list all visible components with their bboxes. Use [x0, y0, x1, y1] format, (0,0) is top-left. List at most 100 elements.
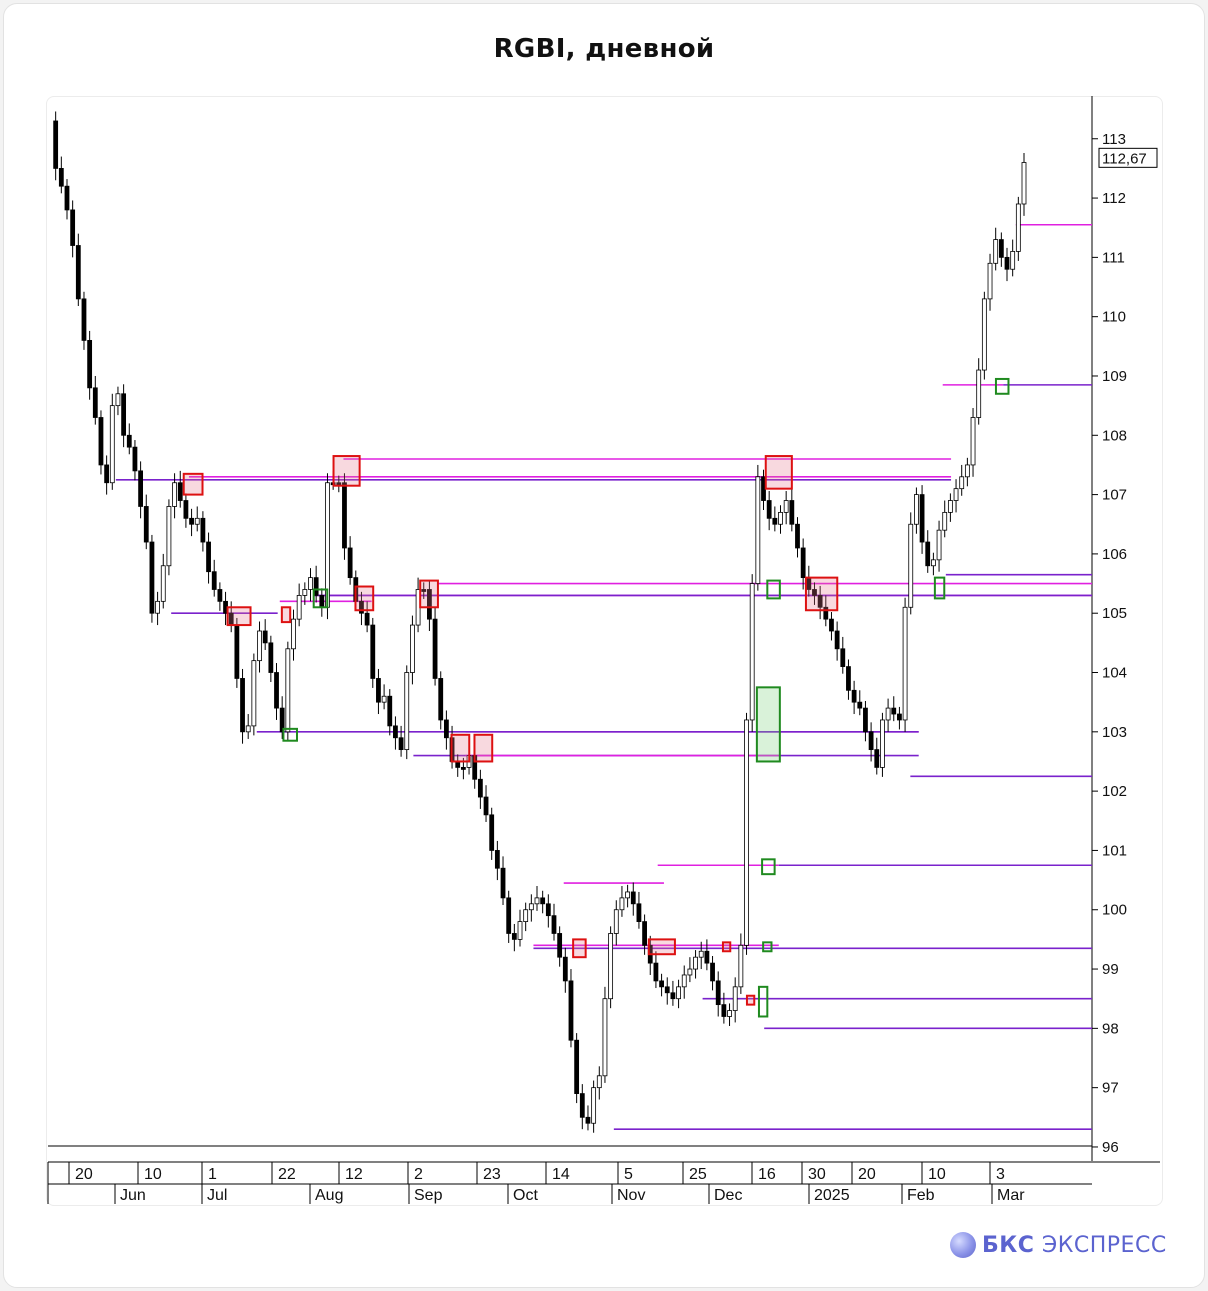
y-tick-label: 99	[1102, 961, 1119, 978]
candle-up	[285, 648, 291, 733]
candle-up	[755, 476, 761, 584]
y-tick-label: 105	[1102, 605, 1127, 622]
x-day-tick-label: 3	[996, 1166, 1005, 1183]
candle-up	[155, 600, 160, 614]
candle-down	[398, 737, 404, 751]
candle-up	[517, 921, 523, 940]
candle-down	[715, 980, 721, 1006]
candle-down	[189, 517, 194, 525]
candle-down	[795, 523, 800, 549]
candle-down	[427, 589, 432, 620]
candle-down	[834, 630, 840, 650]
candle-down	[104, 464, 110, 484]
x-day-tick-label: 14	[552, 1166, 570, 1183]
candle-down	[240, 678, 245, 733]
candle-down	[279, 707, 285, 733]
x-month-tick-label: Jul	[207, 1187, 227, 1204]
candle-down	[217, 589, 223, 602]
candle-down	[551, 915, 557, 934]
candle-up	[687, 968, 693, 976]
green-zone-box	[282, 727, 298, 742]
x-day-tick-label: 10	[144, 1166, 162, 1183]
candle-down	[393, 725, 398, 739]
candle-down	[132, 446, 138, 472]
candle-down	[477, 778, 483, 798]
candle-down	[800, 547, 806, 579]
candle-up	[908, 523, 914, 608]
candle-down	[540, 897, 546, 905]
candle-up	[602, 998, 608, 1077]
y-tick-label: 112	[1102, 190, 1126, 207]
candle-down	[53, 120, 59, 169]
y-tick-label: 113	[1102, 131, 1126, 148]
candle-up	[964, 464, 970, 478]
candle-down	[177, 482, 183, 501]
y-tick-label: 103	[1102, 724, 1127, 741]
candle-down	[443, 719, 449, 739]
candle-down	[138, 470, 144, 507]
candle-up	[959, 476, 965, 490]
red-zone-box	[572, 938, 587, 959]
candle-down	[211, 571, 217, 590]
y-tick-label: 104	[1102, 665, 1127, 682]
candle-down	[721, 1004, 727, 1017]
candle-down	[670, 992, 676, 1000]
y-tick-label: 111	[1102, 249, 1125, 266]
x-month-tick-label: Oct	[513, 1187, 538, 1204]
x-day-tick-label: 16	[758, 1166, 776, 1183]
x-month-tick-label: Feb	[907, 1187, 935, 1204]
candle-up	[1021, 162, 1027, 205]
y-tick-label: 102	[1102, 783, 1127, 800]
candle-down	[75, 245, 81, 300]
candle-up	[410, 624, 415, 673]
candle-down	[874, 749, 880, 768]
candle-down	[585, 1116, 591, 1124]
candle-up	[993, 239, 999, 264]
y-tick-label: 97	[1102, 1080, 1119, 1097]
green-zone-box	[994, 377, 1010, 395]
candle-up	[738, 944, 744, 988]
candle-up	[981, 298, 987, 371]
candle-up	[608, 933, 614, 1000]
red-zone-box	[745, 994, 756, 1006]
candle-up	[1015, 203, 1021, 252]
candle-up	[749, 583, 755, 721]
candle-down	[438, 678, 444, 721]
red-zone-box	[280, 606, 292, 624]
candle-down	[846, 666, 851, 691]
y-tick-label: 109	[1102, 368, 1127, 385]
candle-up	[528, 903, 534, 911]
x-month-tick-label: Dec	[714, 1187, 742, 1204]
candle-up	[194, 517, 200, 525]
candle-up	[625, 891, 631, 899]
candle-up	[404, 672, 410, 751]
candle-up	[109, 405, 115, 484]
candle-down	[630, 891, 636, 905]
candle-down	[234, 624, 240, 679]
candle-up	[783, 500, 789, 513]
candle-up	[166, 506, 172, 567]
candle-down	[500, 867, 506, 899]
candle-down	[1004, 256, 1010, 270]
candle-down	[636, 903, 642, 923]
x-month-tick-label: 2025	[814, 1187, 850, 1204]
red-zone-box	[354, 585, 375, 612]
y-tick-label: 107	[1102, 487, 1127, 504]
candle-up	[778, 511, 783, 525]
candle-down	[857, 701, 863, 709]
candle-down	[87, 339, 93, 389]
y-tick-label: 108	[1102, 427, 1127, 444]
candle-down	[562, 956, 568, 982]
bks-logo-icon	[950, 1232, 976, 1258]
candle-down	[342, 482, 347, 549]
candle-down	[70, 209, 76, 246]
candle-up	[257, 630, 262, 662]
candle-up	[302, 589, 308, 596]
candle-down	[432, 618, 438, 679]
candle-down	[789, 500, 795, 525]
candle-down	[817, 595, 823, 608]
candle-up	[947, 500, 953, 513]
green-zone-box	[312, 588, 329, 609]
candle-down	[421, 589, 427, 592]
